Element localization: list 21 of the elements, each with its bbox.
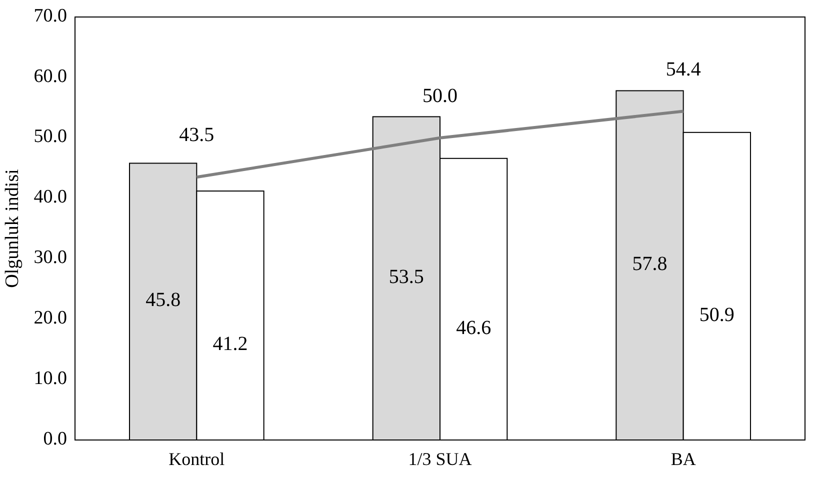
y-tick-label: 10.0 xyxy=(34,368,67,389)
y-tick-label: 0.0 xyxy=(43,428,67,450)
data-label: 53.5 xyxy=(388,266,424,288)
y-tick-label: 20.0 xyxy=(34,308,67,328)
y-axis-title: Olgunluk indisi xyxy=(2,169,23,288)
data-label: 41.2 xyxy=(212,333,248,356)
x-tick-label: 1/3 SUA xyxy=(408,449,472,469)
y-tick-label: 30.0 xyxy=(34,247,67,268)
y-tick-label: 40.0 xyxy=(34,186,67,208)
y-tick-label: 50.0 xyxy=(34,126,67,148)
data-label: 45.8 xyxy=(146,289,181,312)
data-label: 50.0 xyxy=(422,84,458,107)
data-label: 50.9 xyxy=(699,304,734,326)
data-label: 54.4 xyxy=(666,58,701,80)
data-label: 46.6 xyxy=(456,316,492,339)
data-label: 43.5 xyxy=(179,124,214,146)
y-tick-label: 60.0 xyxy=(34,66,67,87)
x-tick-label: BA xyxy=(670,449,696,469)
x-tick-label: Kontrol xyxy=(168,449,225,469)
y-tick-label: 70.0 xyxy=(34,5,67,26)
data-label: 57.8 xyxy=(632,252,668,275)
